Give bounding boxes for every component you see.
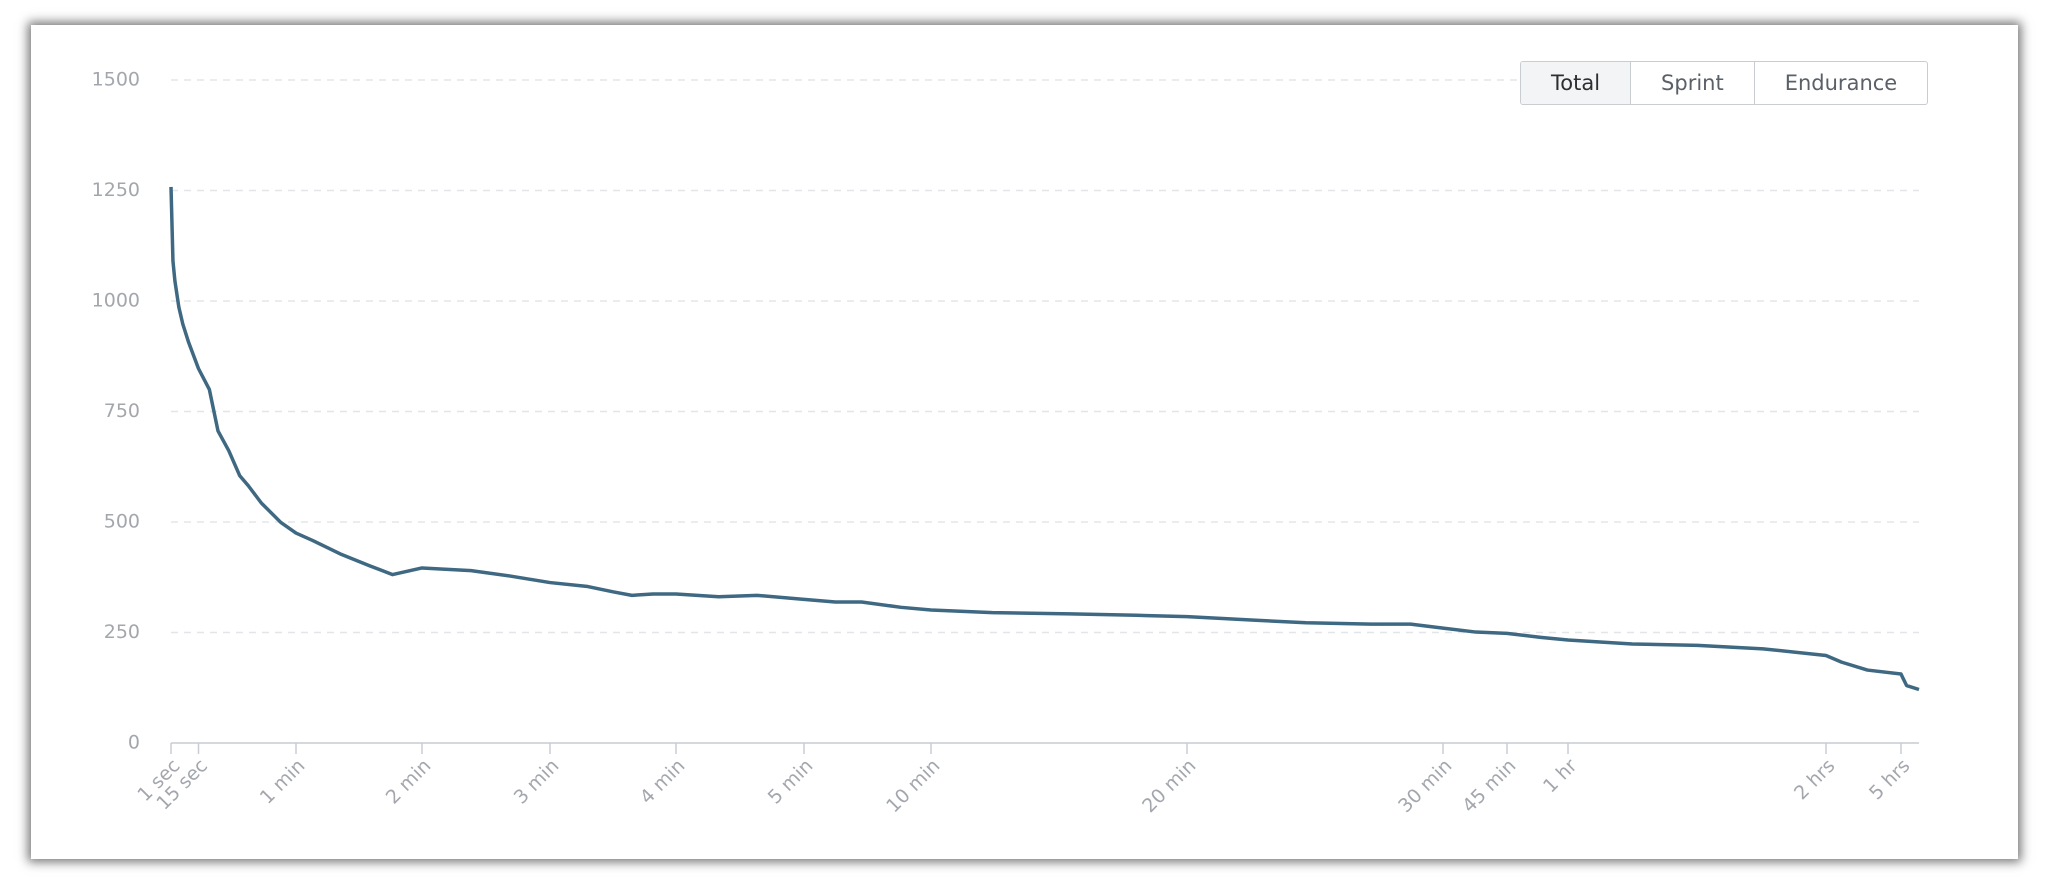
x-tick-label: 2 min bbox=[382, 755, 436, 809]
x-tick-label: 2 hrs bbox=[1790, 755, 1839, 804]
y-tick-label: 1000 bbox=[92, 290, 140, 312]
toggle-button[interactable]: Sprint bbox=[1630, 62, 1754, 104]
x-tick-label: 5 min bbox=[764, 755, 818, 809]
y-tick-label: 1250 bbox=[92, 179, 140, 201]
x-tick-label: 30 min bbox=[1394, 755, 1456, 817]
y-tick-label: 1500 bbox=[92, 69, 140, 91]
y-tick-label: 0 bbox=[128, 732, 140, 754]
x-tick-label: 1 hr bbox=[1539, 755, 1582, 798]
toggle-button[interactable]: Total bbox=[1521, 62, 1631, 104]
x-tick-label: 3 min bbox=[510, 755, 564, 809]
x-tick-label: 45 min bbox=[1458, 755, 1520, 817]
x-tick-label: 1 min bbox=[256, 755, 310, 809]
power-curve bbox=[169, 186, 1920, 692]
toggle-button[interactable]: Endurance bbox=[1753, 62, 1927, 104]
x-tick-label: 10 min bbox=[882, 755, 944, 817]
view-toggle: Total Sprint Endurance bbox=[1520, 61, 1929, 105]
y-tick-label: 250 bbox=[104, 621, 140, 643]
y-tick-label: 750 bbox=[104, 400, 140, 422]
y-tick-label: 500 bbox=[104, 511, 140, 533]
chart-card bbox=[31, 25, 2018, 859]
x-tick-label: 5 hrs bbox=[1865, 755, 1914, 804]
x-tick-label: 20 min bbox=[1138, 755, 1200, 817]
x-tick-label: 4 min bbox=[636, 755, 690, 809]
